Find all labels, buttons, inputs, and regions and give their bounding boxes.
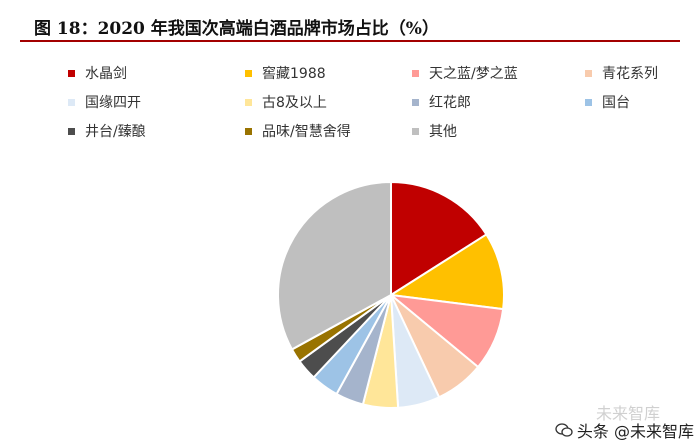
legend-item: 国缘四开 <box>68 93 141 111</box>
legend-item: 其他 <box>412 122 457 140</box>
legend-item: 红花郎 <box>412 93 471 111</box>
legend-item: 古8及以上 <box>245 93 327 111</box>
legend-swatch <box>68 127 75 135</box>
legend-swatch <box>412 127 419 135</box>
watermark-faded: 未来智库 <box>595 404 660 423</box>
legend-swatch <box>68 69 75 77</box>
legend-swatch <box>245 98 252 106</box>
pie-slice <box>390 180 488 297</box>
legend-label: 国缘四开 <box>85 95 141 111</box>
legend-item: 水晶剑 <box>68 64 127 82</box>
wechat-icon <box>555 423 573 437</box>
legend-label: 国台 <box>602 95 630 111</box>
legend-swatch <box>585 69 592 77</box>
watermark-text: 头条 @未来智库 <box>576 422 694 441</box>
legend-label: 天之蓝/梦之蓝 <box>429 66 518 82</box>
legend-label: 其他 <box>429 124 457 140</box>
watermark: 头条 @未来智库 <box>555 418 694 442</box>
legend-swatch <box>68 98 75 106</box>
legend-item: 窖藏1988 <box>245 64 326 82</box>
legend-label: 青花系列 <box>602 66 658 82</box>
legend-label: 红花郎 <box>429 95 471 111</box>
chart-title: 图 18：2020 年我国次高端白酒品牌市场占比（%） <box>34 19 439 39</box>
title-bar: 图 18：2020 年我国次高端白酒品牌市场占比（%） <box>20 8 680 42</box>
legend-item: 青花系列 <box>585 64 658 82</box>
pie-slice <box>277 180 392 351</box>
legend-swatch <box>412 98 419 106</box>
legend-item: 国台 <box>585 93 630 111</box>
legend-item: 天之蓝/梦之蓝 <box>412 64 518 82</box>
legend-item: 品味/智慧舍得 <box>245 122 351 140</box>
legend-swatch <box>245 127 252 135</box>
legend-swatch <box>412 69 419 77</box>
legend-swatch <box>245 69 252 77</box>
legend-label: 古8及以上 <box>262 95 327 111</box>
legend-label: 品味/智慧舍得 <box>262 124 351 140</box>
legend-label: 水晶剑 <box>85 66 127 82</box>
legend-swatch <box>585 98 592 106</box>
legend-label: 窖藏1988 <box>262 66 326 82</box>
pie-slice <box>388 233 505 311</box>
legend-label: 井台/臻酿 <box>85 124 146 140</box>
legend-item: 井台/臻酿 <box>68 122 146 140</box>
